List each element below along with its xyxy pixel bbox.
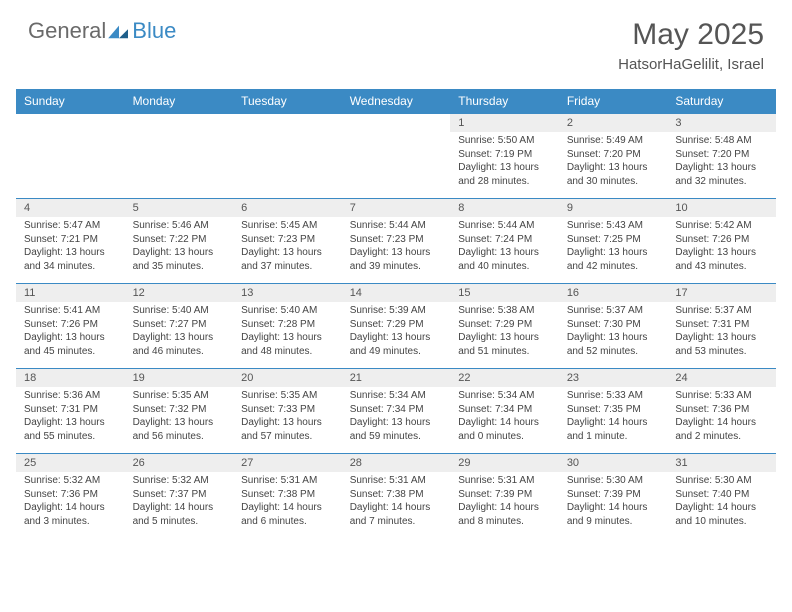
date-cell: 17 [667,284,776,303]
date-cell: 28 [342,454,451,473]
day-header: Wednesday [342,89,451,114]
day-header-row: Sunday Monday Tuesday Wednesday Thursday… [16,89,776,114]
info-cell: Sunrise: 5:31 AM Sunset: 7:38 PM Dayligh… [233,472,342,538]
date-cell: 22 [450,369,559,388]
logo-text-blue: Blue [132,18,176,44]
date-cell: 26 [125,454,234,473]
date-cell: 14 [342,284,451,303]
info-cell: Sunrise: 5:31 AM Sunset: 7:38 PM Dayligh… [342,472,451,538]
info-cell: Sunrise: 5:44 AM Sunset: 7:24 PM Dayligh… [450,217,559,284]
month-title: May 2025 [618,18,764,52]
date-row: 25262728293031 [16,454,776,473]
header: General Blue May 2025 HatsorHaGelilit, I… [0,0,792,81]
info-cell: Sunrise: 5:43 AM Sunset: 7:25 PM Dayligh… [559,217,668,284]
info-cell: Sunrise: 5:36 AM Sunset: 7:31 PM Dayligh… [16,387,125,454]
info-cell: Sunrise: 5:41 AM Sunset: 7:26 PM Dayligh… [16,302,125,369]
info-cell [16,132,125,199]
info-cell: Sunrise: 5:34 AM Sunset: 7:34 PM Dayligh… [342,387,451,454]
day-header: Saturday [667,89,776,114]
date-cell: 25 [16,454,125,473]
info-cell: Sunrise: 5:39 AM Sunset: 7:29 PM Dayligh… [342,302,451,369]
info-cell: Sunrise: 5:30 AM Sunset: 7:39 PM Dayligh… [559,472,668,538]
date-cell: 27 [233,454,342,473]
date-cell: 6 [233,199,342,218]
info-cell: Sunrise: 5:37 AM Sunset: 7:31 PM Dayligh… [667,302,776,369]
day-header: Friday [559,89,668,114]
title-block: May 2025 HatsorHaGelilit, Israel [618,18,764,73]
date-row: 18192021222324 [16,369,776,388]
info-cell: Sunrise: 5:46 AM Sunset: 7:22 PM Dayligh… [125,217,234,284]
info-cell: Sunrise: 5:35 AM Sunset: 7:33 PM Dayligh… [233,387,342,454]
info-cell [342,132,451,199]
date-cell: 21 [342,369,451,388]
info-row: Sunrise: 5:50 AM Sunset: 7:19 PM Dayligh… [16,132,776,199]
date-cell: 4 [16,199,125,218]
date-cell: 7 [342,199,451,218]
date-cell [125,114,234,133]
logo: General Blue [28,18,176,44]
logo-text-general: General [28,18,106,44]
info-cell: Sunrise: 5:40 AM Sunset: 7:28 PM Dayligh… [233,302,342,369]
date-row: 123 [16,114,776,133]
info-row: Sunrise: 5:47 AM Sunset: 7:21 PM Dayligh… [16,217,776,284]
info-cell [233,132,342,199]
date-cell: 31 [667,454,776,473]
date-cell: 23 [559,369,668,388]
info-cell: Sunrise: 5:31 AM Sunset: 7:39 PM Dayligh… [450,472,559,538]
date-cell: 2 [559,114,668,133]
info-cell: Sunrise: 5:38 AM Sunset: 7:29 PM Dayligh… [450,302,559,369]
date-cell: 13 [233,284,342,303]
info-cell: Sunrise: 5:42 AM Sunset: 7:26 PM Dayligh… [667,217,776,284]
day-header: Tuesday [233,89,342,114]
date-cell: 29 [450,454,559,473]
date-cell: 19 [125,369,234,388]
info-cell: Sunrise: 5:40 AM Sunset: 7:27 PM Dayligh… [125,302,234,369]
date-cell: 10 [667,199,776,218]
info-cell: Sunrise: 5:33 AM Sunset: 7:36 PM Dayligh… [667,387,776,454]
info-cell: Sunrise: 5:44 AM Sunset: 7:23 PM Dayligh… [342,217,451,284]
date-row: 45678910 [16,199,776,218]
date-cell: 3 [667,114,776,133]
date-cell: 24 [667,369,776,388]
info-row: Sunrise: 5:41 AM Sunset: 7:26 PM Dayligh… [16,302,776,369]
date-cell [342,114,451,133]
date-cell: 16 [559,284,668,303]
info-cell: Sunrise: 5:32 AM Sunset: 7:36 PM Dayligh… [16,472,125,538]
date-cell: 15 [450,284,559,303]
info-cell: Sunrise: 5:48 AM Sunset: 7:20 PM Dayligh… [667,132,776,199]
calendar-table: Sunday Monday Tuesday Wednesday Thursday… [16,89,776,538]
date-cell [16,114,125,133]
day-header: Monday [125,89,234,114]
day-header: Thursday [450,89,559,114]
logo-mark-icon [108,22,130,40]
info-cell [125,132,234,199]
date-cell: 11 [16,284,125,303]
date-cell: 5 [125,199,234,218]
day-header: Sunday [16,89,125,114]
info-cell: Sunrise: 5:50 AM Sunset: 7:19 PM Dayligh… [450,132,559,199]
date-cell: 18 [16,369,125,388]
info-cell: Sunrise: 5:30 AM Sunset: 7:40 PM Dayligh… [667,472,776,538]
date-cell [233,114,342,133]
info-cell: Sunrise: 5:33 AM Sunset: 7:35 PM Dayligh… [559,387,668,454]
date-cell: 8 [450,199,559,218]
date-row: 11121314151617 [16,284,776,303]
info-cell: Sunrise: 5:45 AM Sunset: 7:23 PM Dayligh… [233,217,342,284]
date-cell: 1 [450,114,559,133]
info-cell: Sunrise: 5:47 AM Sunset: 7:21 PM Dayligh… [16,217,125,284]
date-cell: 9 [559,199,668,218]
info-cell: Sunrise: 5:34 AM Sunset: 7:34 PM Dayligh… [450,387,559,454]
info-cell: Sunrise: 5:35 AM Sunset: 7:32 PM Dayligh… [125,387,234,454]
date-cell: 30 [559,454,668,473]
info-cell: Sunrise: 5:32 AM Sunset: 7:37 PM Dayligh… [125,472,234,538]
info-cell: Sunrise: 5:49 AM Sunset: 7:20 PM Dayligh… [559,132,668,199]
location-label: HatsorHaGelilit, Israel [618,56,764,73]
info-row: Sunrise: 5:36 AM Sunset: 7:31 PM Dayligh… [16,387,776,454]
date-cell: 12 [125,284,234,303]
info-row: Sunrise: 5:32 AM Sunset: 7:36 PM Dayligh… [16,472,776,538]
info-cell: Sunrise: 5:37 AM Sunset: 7:30 PM Dayligh… [559,302,668,369]
date-cell: 20 [233,369,342,388]
